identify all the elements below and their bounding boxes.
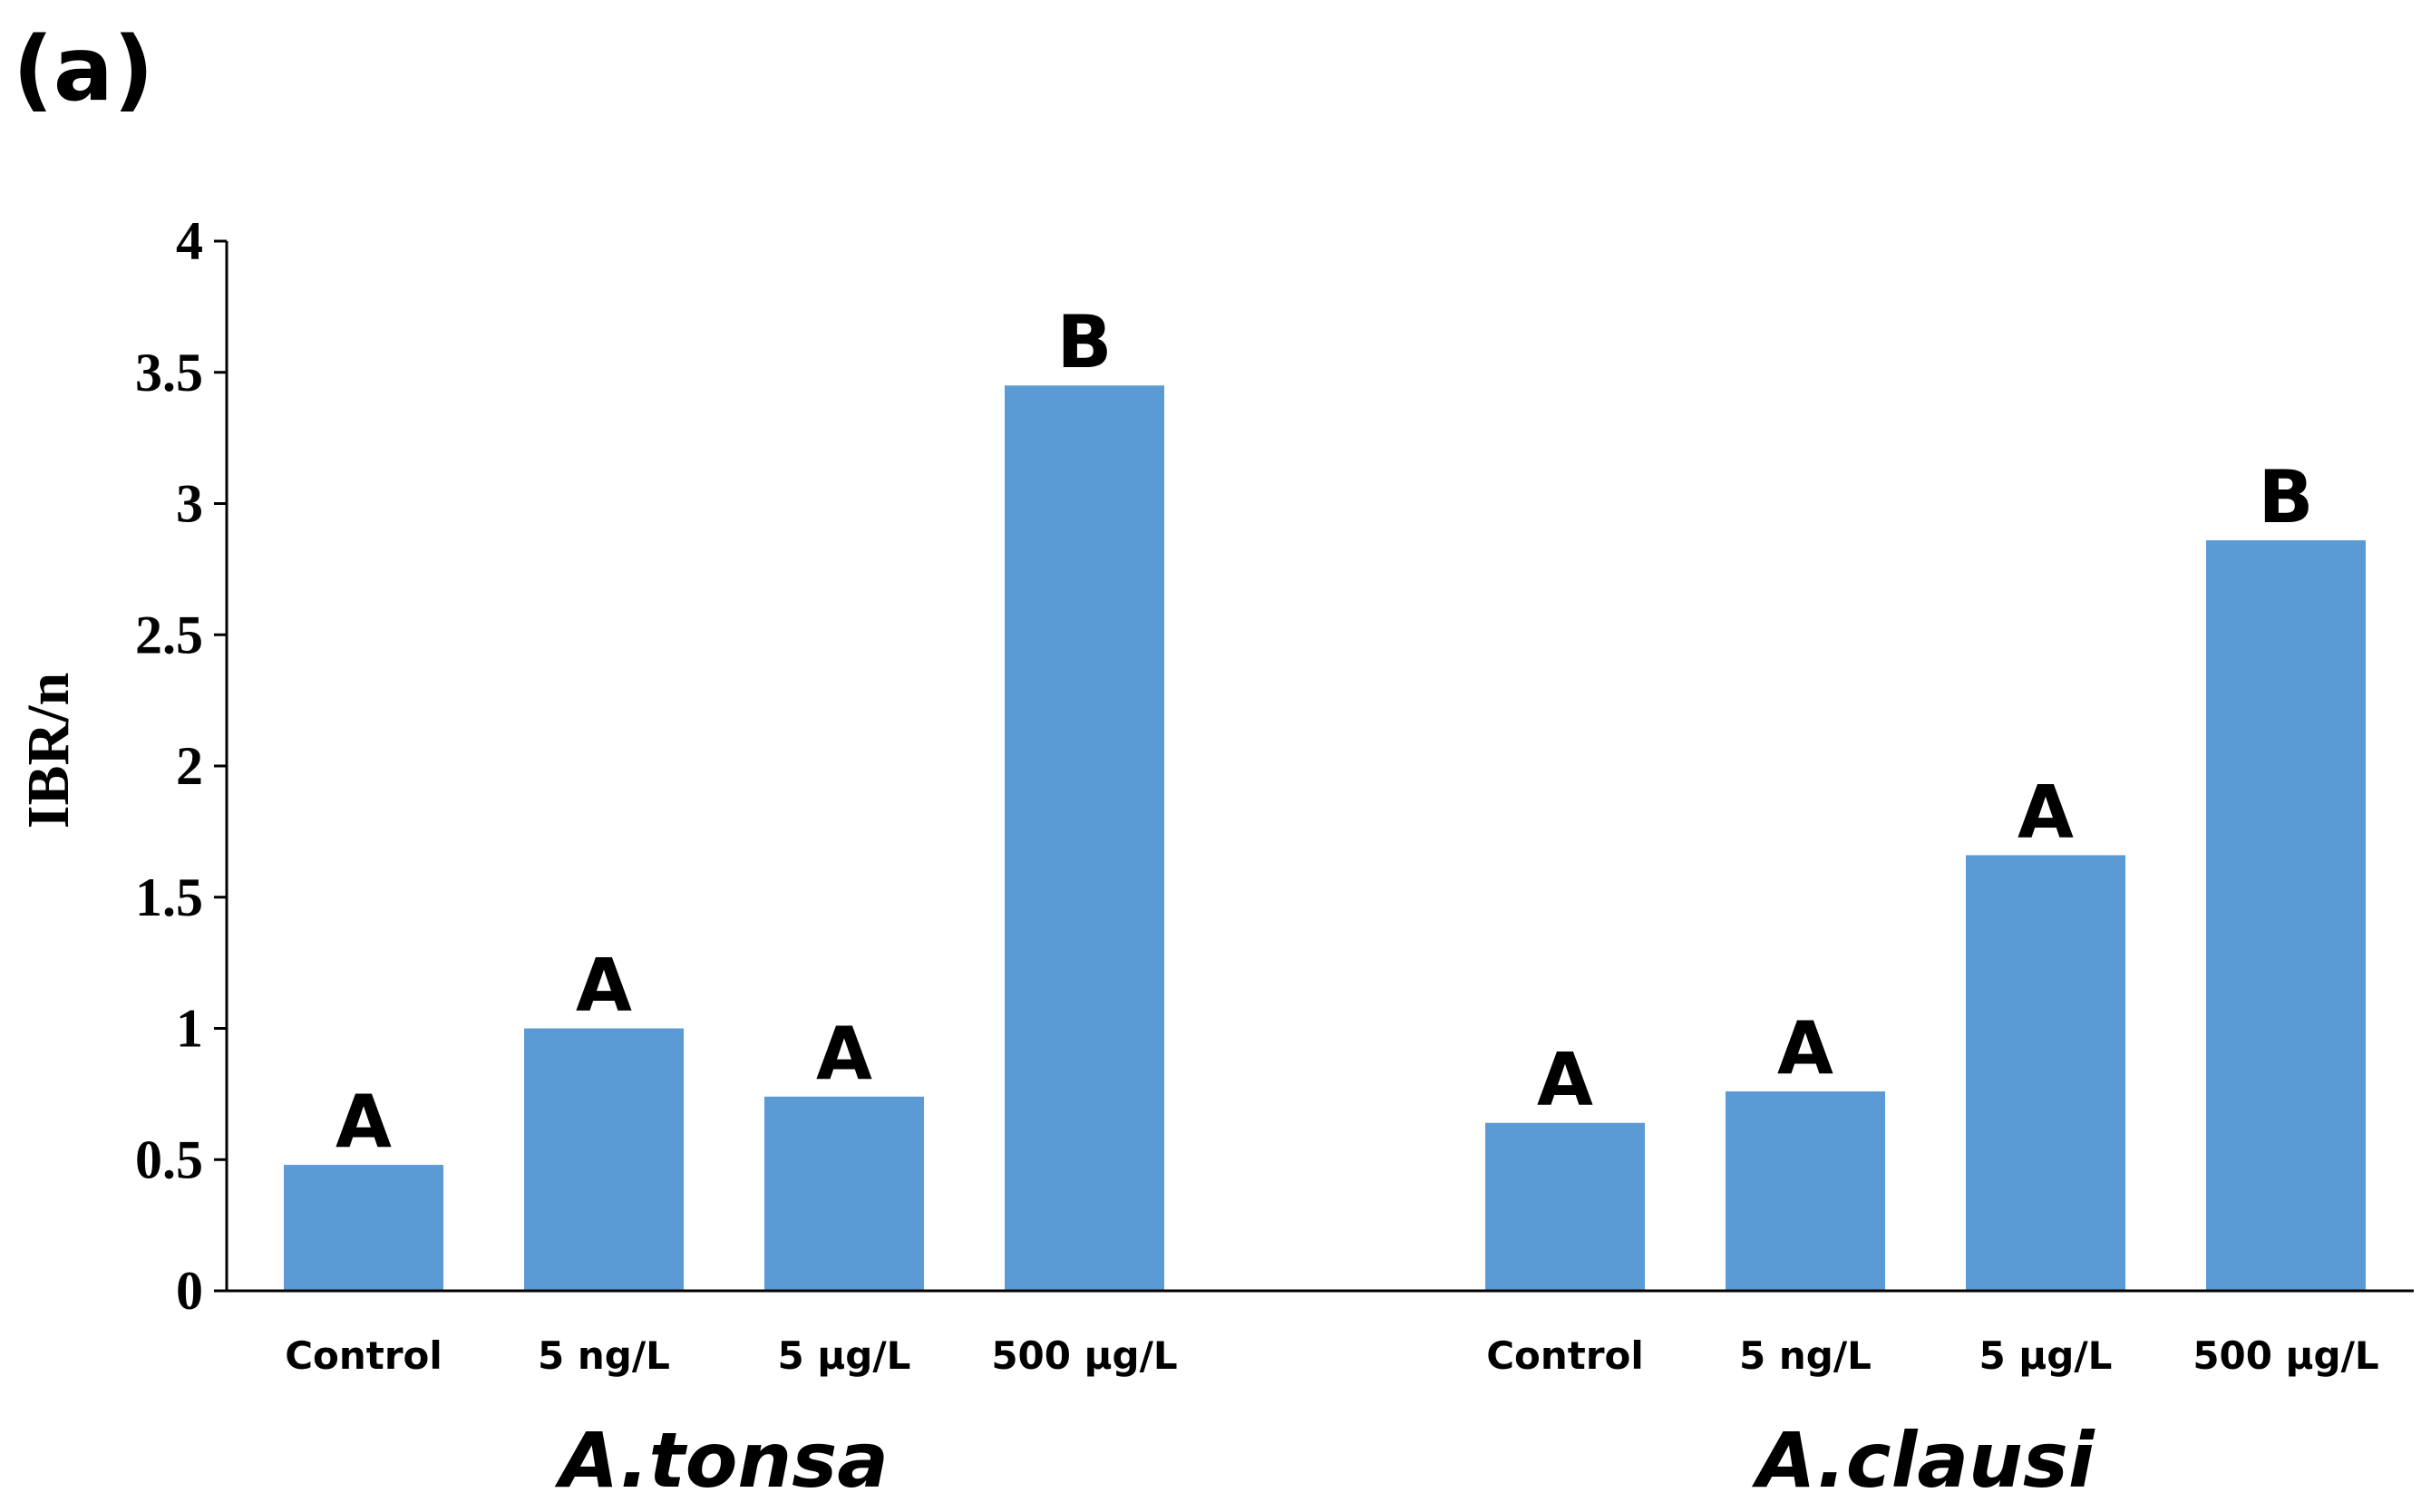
significance-labels: A A A B A A A B <box>335 300 2313 1164</box>
group-label: A.clausi <box>1751 1416 2095 1505</box>
y-tick-label: 0.5 <box>135 1129 203 1189</box>
group-labels: A.tonsa A.clausi <box>554 1416 2095 1505</box>
y-axis-label: IBR/n <box>15 673 82 829</box>
x-category-label: Control <box>1486 1333 1644 1378</box>
significance-letter: A <box>2018 770 2074 854</box>
x-category-label: 500 µg/L <box>2193 1333 2378 1378</box>
y-tick-label: 4 <box>176 211 203 271</box>
bar-1-1 <box>1726 1090 1885 1291</box>
y-tick-label: 2 <box>176 736 203 796</box>
bar-0-0 <box>284 1165 443 1291</box>
y-tick-label: 0 <box>176 1261 203 1321</box>
significance-letter: A <box>1777 1006 1833 1090</box>
x-category-label: 5 µg/L <box>1979 1333 2113 1378</box>
significance-letter: B <box>1057 300 1113 384</box>
x-category-label: 500 µg/L <box>991 1333 1177 1378</box>
x-category-label: 5 ng/L <box>1739 1333 1872 1378</box>
y-tick-label: 1.5 <box>135 867 203 927</box>
y-tick-label: 2.5 <box>135 605 203 664</box>
bars <box>284 385 2366 1292</box>
y-tick-label: 3.5 <box>135 343 203 402</box>
y-tick-label: 1 <box>176 999 203 1059</box>
bar-0-1 <box>524 1028 684 1291</box>
y-tick-label: 3 <box>176 474 203 534</box>
bar-1-3 <box>2206 540 2366 1291</box>
bar-0-2 <box>764 1096 924 1291</box>
group-label: A.tonsa <box>554 1416 889 1505</box>
bar-0-3 <box>1005 385 1164 1292</box>
bar-1-0 <box>1485 1122 1645 1291</box>
x-category-label: 5 µg/L <box>778 1333 911 1378</box>
y-axis-ticks: 0 0.5 1 1.5 2 2.5 3 3.5 4 <box>135 211 227 1321</box>
x-axis-ticks: Control 5 ng/L 5 µg/L 500 µg/L Control 5 ng/L… <box>285 1333 2379 1378</box>
x-category-label: 5 ng/L <box>538 1333 670 1378</box>
significance-letter: B <box>2259 455 2314 539</box>
panel-label: (a) <box>13 18 154 121</box>
significance-letter: A <box>335 1080 392 1164</box>
significance-letter: A <box>816 1012 872 1096</box>
x-category-label: Control <box>285 1333 442 1378</box>
significance-letter: A <box>576 944 632 1028</box>
bar-1-2 <box>1966 855 2125 1291</box>
significance-letter: A <box>1537 1038 1593 1122</box>
